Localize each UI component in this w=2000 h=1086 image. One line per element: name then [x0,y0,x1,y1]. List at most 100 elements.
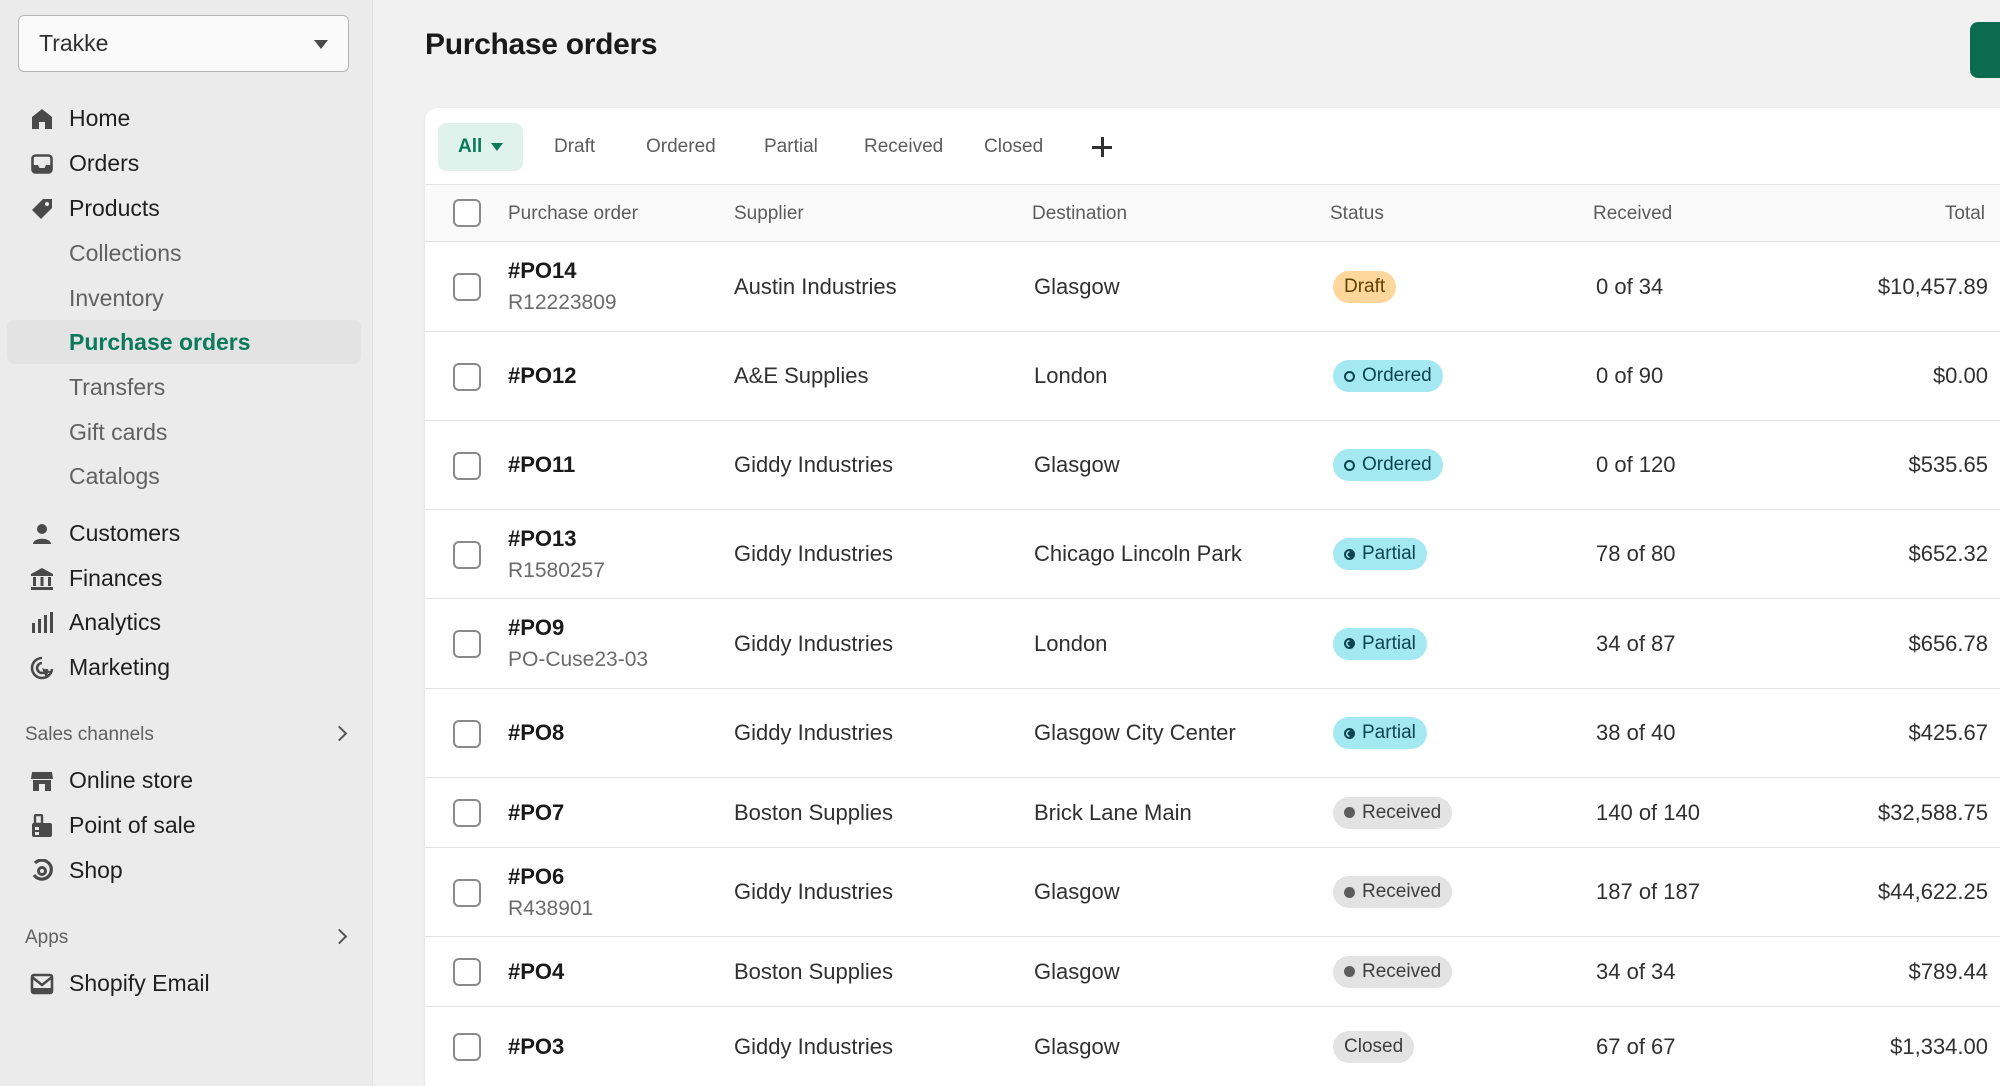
row-checkbox[interactable] [453,958,481,986]
nav-item-marketing[interactable]: Marketing [7,645,361,689]
destination-cell: Glasgow [1034,879,1120,904]
apps-header[interactable]: Apps [25,923,348,953]
status-label: Received [1362,881,1442,902]
table-row[interactable]: #PO9 PO-Cuse23-03 Giddy Industries London Pa… [425,599,2000,689]
column-header-purchase-order[interactable]: Purchase order [508,202,638,224]
po-number[interactable]: #PO3 [508,1033,565,1059]
nav-item-shop[interactable]: Shop [7,848,361,892]
store-selector[interactable]: Trakke [18,15,349,72]
po-number[interactable]: #PO4 [508,958,565,984]
row-checkbox[interactable] [453,879,481,907]
po-number[interactable]: #PO9 [508,615,565,640]
status-label: Partial [1362,632,1416,654]
column-header-destination[interactable]: Destination [1032,202,1128,224]
tab-ordered[interactable]: Ordered [626,123,736,171]
status-dot-icon [1344,966,1355,977]
nav-item-home[interactable]: Home [7,96,361,140]
row-checkbox[interactable] [453,720,481,748]
status-dot-icon [1344,727,1355,739]
tab-label: Draft [554,136,596,157]
po-reference: R438901 [508,896,594,920]
po-number[interactable]: #PO11 [508,452,576,477]
nav-item-collections[interactable]: Collections [7,231,361,275]
select-all-checkbox[interactable] [453,199,481,227]
nav-item-shopify-email[interactable]: Shopify Email [7,961,361,1005]
total-cell: $10,457.89 [1877,273,1988,299]
destination-cell: Chicago Lincoln Park [1034,541,1242,566]
received-cell: 34 of 34 [1596,958,1676,984]
nav-item-customers[interactable]: Customers [7,511,361,555]
table-row[interactable]: #PO11 Giddy Industries Glasgow Ordered 0 of … [425,421,2000,510]
row-checkbox[interactable] [453,363,481,391]
sales-channels-header[interactable]: Sales channels [25,720,348,750]
total-cell: $0.00 [1932,363,1988,388]
status-badge: Closed [1333,1030,1415,1063]
column-header-supplier[interactable]: Supplier [734,202,804,224]
nav-item-online-store[interactable]: Online store [7,758,361,802]
column-header-total[interactable]: Total [1944,202,1985,224]
row-checkbox[interactable] [453,630,481,658]
received-cell: 0 of 120 [1596,452,1676,477]
page-title: Purchase orders [425,28,658,61]
po-number[interactable]: #PO13 [508,525,577,551]
column-header-status[interactable]: Status [1330,202,1384,224]
nav-item-catalogs[interactable]: Catalogs [7,454,361,498]
table-row[interactable]: #PO13 R1580257 Giddy Industries Chicago Lin… [425,510,2000,599]
tab-all[interactable]: All [438,123,524,171]
status-label: Ordered [1362,454,1432,475]
status-cell: Partial [1333,599,1427,688]
po-number[interactable]: #PO12 [508,363,577,388]
supplier-cell: Giddy Industries [734,541,893,566]
status-dot-icon [1344,459,1355,471]
status-label: Received [1362,801,1442,823]
row-checkbox[interactable] [453,799,481,827]
tab-partial[interactable]: Partial [744,123,838,171]
tab-closed[interactable]: Closed [964,123,1063,171]
status-badge: Received [1333,955,1453,988]
row-checkbox[interactable] [453,452,481,480]
create-purchase-order-button[interactable] [1970,22,2000,78]
po-number[interactable]: #PO7 [508,799,565,825]
table-row[interactable]: #PO8 Giddy Industries Glasgow City Center P… [425,689,2000,778]
row-checkbox[interactable] [453,273,481,301]
po-number[interactable]: #PO14 [508,258,577,283]
table-row[interactable]: #PO6 R438901 Giddy Industries Glasgow Receiv… [425,848,2000,937]
po-number[interactable]: #PO8 [508,720,565,745]
po-number[interactable]: #PO6 [508,863,565,889]
table-row[interactable]: #PO14 R12223809 Austin Industries Glasgow Dr… [425,242,2000,332]
nav-item-label: Catalogs [69,462,160,489]
supplier-cell: A&E Supplies [734,363,869,388]
nav-item-analytics[interactable]: Analytics [7,600,361,644]
status-label: Closed [1344,1035,1404,1057]
row-checkbox[interactable] [453,541,481,569]
status-cell: Received [1333,778,1453,847]
supplier-cell: Giddy Industries [734,720,893,745]
total-cell: $44,622.25 [1877,879,1988,904]
nav-item-orders[interactable]: Orders [7,141,361,185]
person-icon [29,521,54,546]
supplier-cell: Giddy Industries [734,1033,893,1059]
column-header-received[interactable]: Received [1593,202,1673,224]
table-row[interactable]: #PO3 Giddy Industries Glasgow Closed 67 of 6… [425,1007,2000,1086]
tab-draft[interactable]: Draft [534,123,615,171]
nav-item-inventory[interactable]: Inventory [7,276,361,320]
row-checkbox[interactable] [453,1033,481,1061]
shop-icon [29,858,54,883]
table-row[interactable]: #PO7 Boston Supplies Brick Lane Main Receiv… [425,778,2000,848]
nav-item-finances[interactable]: Finances [7,556,361,600]
nav-item-transfers[interactable]: Transfers [7,365,361,409]
nav-item-products[interactable]: Products [7,186,361,230]
nav-item-point-of-sale[interactable]: Point of sale [7,803,361,847]
tag-icon [29,196,54,221]
table-row[interactable]: #PO4 Boston Supplies Glasgow Received 34 of … [425,937,2000,1007]
nav-item-gift-cards[interactable]: Gift cards [7,410,361,454]
nav-item-purchase-orders[interactable]: Purchase orders [7,320,361,364]
nav-item-label: Orders [69,149,140,176]
po-reference: R1580257 [508,558,605,582]
add-tab-icon[interactable] [1088,133,1116,161]
inbox-icon [29,151,54,176]
status-label: Draft [1344,275,1386,297]
tab-received[interactable]: Received [844,123,963,171]
status-dot-icon [1344,370,1355,382]
table-row[interactable]: #PO12 A&E Supplies London Ordered 0 of 90 $0.… [425,332,2000,421]
